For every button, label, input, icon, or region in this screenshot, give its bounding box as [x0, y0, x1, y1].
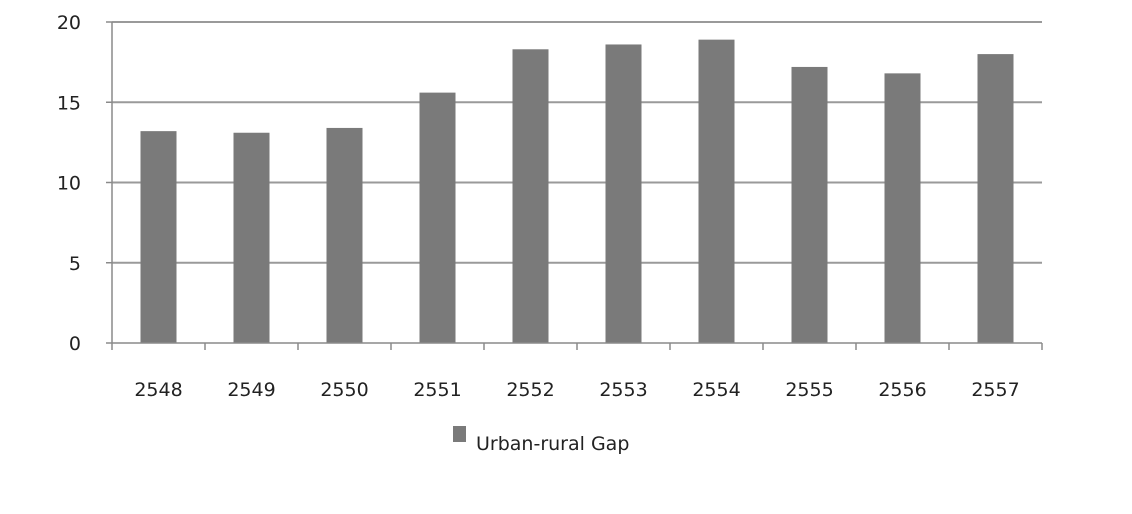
x-tick-label: 2553	[599, 379, 647, 401]
y-tick-labels: 0 5 10 15 20	[57, 12, 81, 355]
y-tick-label: 10	[57, 173, 81, 195]
bar	[512, 49, 549, 343]
bar	[884, 73, 921, 344]
legend: Urban-rural Gap	[453, 426, 629, 455]
x-tick-label: 2556	[878, 379, 926, 401]
bar	[791, 66, 828, 343]
bar	[419, 92, 456, 344]
bars	[140, 39, 1014, 344]
bar	[326, 127, 363, 344]
legend-label: Urban-rural Gap	[476, 433, 629, 455]
y-tick-label: 5	[69, 253, 81, 275]
bar	[605, 44, 642, 343]
x-tick-label: 2551	[413, 379, 461, 401]
legend-swatch	[453, 426, 466, 442]
x-tick-label: 2554	[692, 379, 740, 401]
x-tick-labels: 2548 2549 2550 2551 2552 2553 2554 2555 2556 2557	[134, 379, 1019, 401]
x-tick-label: 2550	[320, 379, 368, 401]
x-tick-label: 2548	[134, 379, 182, 401]
bar	[233, 132, 270, 343]
bar	[698, 39, 735, 343]
y-tick-label: 20	[57, 12, 81, 34]
y-tick-label: 15	[57, 92, 81, 114]
x-tick-label: 2552	[506, 379, 554, 401]
axes	[106, 21, 1043, 350]
bar	[140, 131, 177, 343]
bar	[977, 54, 1014, 343]
x-tick-label: 2555	[785, 379, 833, 401]
x-tick-label: 2557	[971, 379, 1019, 401]
y-tick-label: 0	[69, 333, 81, 355]
x-tick-label: 2549	[227, 379, 275, 401]
